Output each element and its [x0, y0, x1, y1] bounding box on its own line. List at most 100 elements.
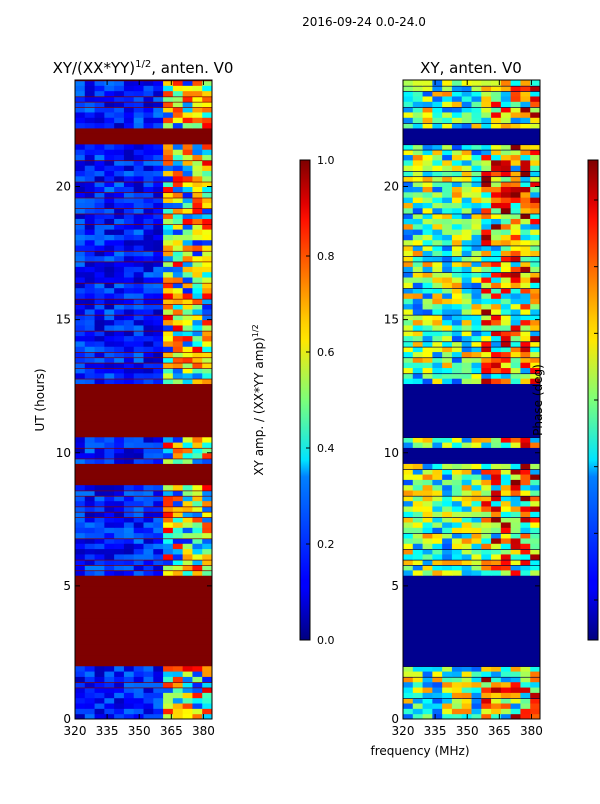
heatmap-cell: [153, 197, 164, 203]
heatmap-cell: [403, 474, 414, 480]
heatmap-cell: [114, 506, 125, 512]
heatmap-cell: [530, 154, 540, 161]
heatmap-cell: [510, 181, 521, 187]
heatmap-cell: [432, 149, 443, 156]
heatmap-cell: [143, 378, 154, 385]
heatmap-cell: [153, 202, 164, 209]
heatmap-cell: [471, 559, 482, 566]
heatmap-cell: [530, 436, 540, 443]
heatmap-cell: [500, 250, 512, 257]
heatmap-cell: [412, 713, 424, 719]
heatmap-cell: [114, 330, 125, 337]
heatmap-cell: [530, 708, 540, 715]
heatmap-cell: [442, 255, 453, 262]
heatmap-cell: [104, 308, 115, 315]
heatmap-cell: [432, 511, 443, 518]
heatmap-cell: [403, 490, 414, 496]
heatmap-cell: [403, 378, 414, 385]
heatmap-cell: [481, 511, 492, 518]
heatmap-cell: [172, 692, 184, 699]
heatmap-cell: [143, 713, 154, 719]
heatmap-cell: [84, 564, 96, 571]
heatmap-cell: [75, 111, 86, 118]
heatmap-cell: [153, 223, 164, 230]
heatmap-cell: [114, 553, 125, 560]
heatmap-cell: [451, 692, 463, 699]
heatmap-cell: [412, 367, 424, 374]
heatmap-cell: [114, 282, 125, 289]
heatmap-cell: [163, 569, 174, 576]
heatmap-cell: [451, 80, 463, 86]
heatmap-cell: [153, 298, 164, 305]
heatmap-cell: [104, 207, 115, 214]
heatmap-cell: [520, 703, 531, 709]
heatmap-cell: [192, 239, 203, 246]
heatmap-cell: [520, 85, 531, 92]
heatmap-cell: [422, 314, 433, 321]
heatmap-cell: [510, 111, 521, 118]
heatmap-cell: [133, 452, 144, 459]
heatmap-cell: [491, 479, 502, 486]
heatmap-cell: [133, 500, 144, 507]
heatmap-cell: [192, 197, 203, 203]
heatmap-cell: [422, 516, 433, 523]
heatmap-cell: [471, 308, 482, 315]
heatmap-cell: [94, 516, 105, 523]
heatmap-cell: [172, 346, 184, 353]
heatmap-cell: [520, 234, 531, 241]
heatmap-cell: [471, 490, 482, 496]
heatmap-cell: [163, 511, 174, 518]
heatmap-cell: [163, 170, 174, 177]
heatmap-cell: [403, 191, 414, 198]
heatmap-cell: [143, 324, 154, 331]
heatmap-cell: [520, 490, 531, 496]
heatmap-cell: [491, 154, 502, 161]
heatmap-cell: [202, 282, 212, 289]
heatmap-cell: [123, 101, 135, 108]
heatmap-cell: [84, 149, 96, 156]
heatmap-cell: [133, 218, 144, 225]
heatmap-cell: [442, 362, 453, 369]
heatmap-cell: [530, 500, 540, 507]
heatmap-cell: [403, 452, 540, 459]
heatmap-cell: [114, 367, 125, 374]
heatmap-cell: [412, 479, 424, 486]
heatmap-cell: [481, 356, 492, 363]
heatmap-cell: [192, 346, 203, 353]
heatmap-cell: [530, 671, 540, 677]
heatmap-cell: [481, 548, 492, 555]
heatmap-cell: [432, 245, 443, 251]
heatmap-cell: [192, 266, 203, 273]
heatmap-cell: [500, 490, 512, 496]
heatmap-cell: [530, 527, 540, 534]
heatmap-cell: [182, 149, 193, 156]
heatmap-cell: [104, 458, 115, 464]
heatmap-cell: [520, 697, 531, 704]
heatmap-cell: [471, 474, 482, 480]
heatmap-cell: [500, 197, 512, 203]
heatmap-cell: [403, 639, 540, 645]
heatmap-cell: [75, 229, 86, 235]
heatmap-cell: [403, 186, 414, 193]
heatmap-cell: [133, 697, 144, 704]
heatmap-cell: [94, 255, 105, 262]
heatmap-cell: [104, 500, 115, 507]
heatmap-cell: [133, 458, 144, 464]
heatmap-cell: [192, 191, 203, 198]
heatmap-cell: [182, 117, 193, 124]
heatmap-cell: [442, 378, 453, 385]
heatmap-cell: [530, 223, 540, 230]
heatmap-cell: [114, 569, 125, 576]
heatmap-cell: [163, 458, 174, 464]
heatmap-cell: [520, 543, 531, 550]
heatmap-cell: [75, 218, 86, 225]
heatmap-cell: [202, 122, 212, 129]
heatmap-cell: [520, 569, 531, 576]
heatmap-cell: [75, 671, 86, 677]
heatmap-cell: [500, 154, 512, 161]
heatmap-cell: [412, 298, 424, 305]
heatmap-cell: [104, 186, 115, 193]
heatmap-cell: [75, 340, 86, 347]
heatmap-cell: [442, 500, 453, 507]
heatmap-cell: [491, 351, 502, 358]
